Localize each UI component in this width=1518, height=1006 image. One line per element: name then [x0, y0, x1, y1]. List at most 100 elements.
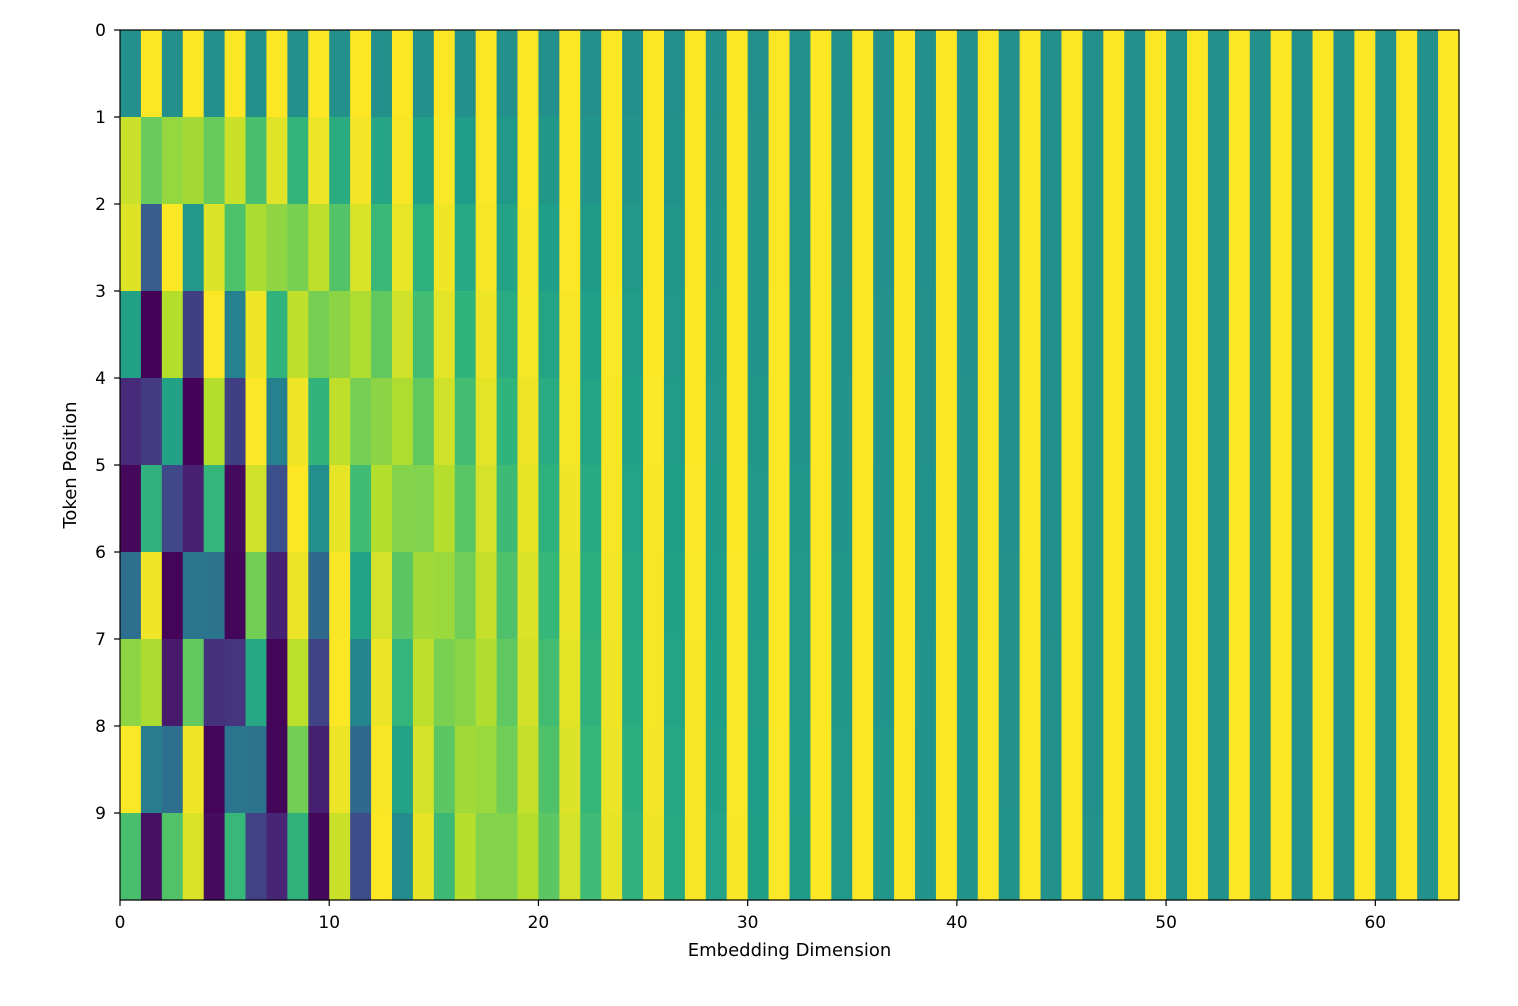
- heatmap-cell: [1228, 117, 1251, 205]
- heatmap-cell: [454, 726, 477, 814]
- heatmap-cell: [433, 726, 456, 814]
- heatmap-cell: [915, 813, 937, 901]
- heatmap-cell: [1103, 813, 1125, 901]
- heatmap-cell: [287, 204, 309, 292]
- heatmap-cell: [1249, 726, 1272, 814]
- heatmap-cell: [935, 726, 958, 814]
- heatmap-cell: [1145, 726, 1167, 814]
- heatmap-cell: [684, 378, 707, 466]
- heatmap-cell: [1228, 378, 1251, 466]
- heatmap-cell: [1082, 30, 1104, 118]
- heatmap-cell: [998, 378, 1021, 466]
- y-tick-label: 8: [95, 717, 106, 737]
- heatmap-cell: [1124, 465, 1146, 553]
- heatmap-cell: [622, 639, 644, 727]
- heatmap-cell: [1082, 117, 1104, 205]
- heatmap-cell: [161, 204, 184, 292]
- heatmap-cell: [1187, 813, 1209, 901]
- heatmap-cell: [1187, 552, 1209, 640]
- heatmap-cell: [1396, 813, 1418, 901]
- heatmap-cell: [203, 291, 226, 379]
- heatmap-cell: [1354, 813, 1376, 901]
- heatmap-cell: [329, 465, 351, 553]
- heatmap-cell: [894, 378, 916, 466]
- heatmap-cell: [1396, 378, 1418, 466]
- heatmap-cell: [433, 465, 456, 553]
- heatmap-cell: [663, 204, 686, 292]
- heatmap-cell: [1417, 204, 1439, 292]
- x-tick-label: 30: [737, 913, 759, 933]
- heatmap-cell: [1417, 30, 1439, 118]
- heatmap-cell: [663, 378, 686, 466]
- heatmap-cell: [1040, 726, 1063, 814]
- heatmap-cell: [998, 204, 1021, 292]
- heatmap-cell: [789, 30, 812, 118]
- heatmap-cell: [1249, 378, 1272, 466]
- heatmap-cell: [643, 378, 665, 466]
- heatmap-cell: [1417, 639, 1439, 727]
- heatmap-cell: [622, 291, 644, 379]
- heatmap-cell: [224, 639, 247, 727]
- heatmap-cell: [726, 291, 749, 379]
- heatmap-cell: [1333, 639, 1355, 727]
- heatmap-cell: [935, 291, 958, 379]
- heatmap-cell: [1040, 378, 1063, 466]
- heatmap-cell: [873, 291, 895, 379]
- heatmap-cell: [475, 465, 498, 553]
- heatmap-cell: [810, 552, 832, 640]
- heatmap-cell: [726, 726, 749, 814]
- heatmap-cell: [412, 726, 435, 814]
- heatmap-cell: [266, 378, 288, 466]
- heatmap-cell: [1187, 378, 1209, 466]
- heatmap-cell: [747, 291, 770, 379]
- heatmap-cell: [391, 291, 414, 379]
- heatmap-cell: [1333, 30, 1355, 118]
- heatmap-cell: [935, 552, 958, 640]
- heatmap-cell: [935, 204, 958, 292]
- heatmap-cell: [1207, 30, 1230, 118]
- heatmap-cell: [454, 813, 477, 901]
- heatmap-cell: [768, 30, 791, 118]
- heatmap-cell: [517, 204, 540, 292]
- heatmap-cell: [1019, 291, 1042, 379]
- heatmap-cell: [371, 30, 393, 118]
- heatmap-cell: [831, 639, 853, 727]
- heatmap-cell: [1145, 465, 1167, 553]
- y-tick-label: 2: [95, 195, 106, 215]
- heatmap-cell: [1040, 639, 1063, 727]
- heatmap-cell: [810, 204, 832, 292]
- heatmap-cell: [1124, 291, 1146, 379]
- heatmap-cell: [726, 30, 749, 118]
- heatmap-cell: [1228, 726, 1251, 814]
- heatmap-cell: [852, 465, 874, 553]
- heatmap-cell: [580, 639, 602, 727]
- heatmap-cell: [935, 30, 958, 118]
- heatmap-cell: [391, 204, 414, 292]
- y-tick-label: 1: [95, 108, 106, 128]
- x-tick-label: 40: [946, 913, 968, 933]
- heatmap-cell: [266, 30, 288, 118]
- heatmap-cell: [831, 378, 853, 466]
- heatmap-cell: [224, 465, 247, 553]
- heatmap-cell: [140, 726, 163, 814]
- heatmap-cell: [852, 117, 874, 205]
- heatmap-cell: [1019, 378, 1042, 466]
- heatmap-cell: [622, 465, 644, 553]
- heatmap-cell: [998, 30, 1021, 118]
- heatmap-cell: [182, 465, 205, 553]
- heatmap-cell: [1354, 204, 1376, 292]
- heatmap-cell: [371, 726, 393, 814]
- heatmap-cell: [977, 726, 1000, 814]
- heatmap-cell: [726, 204, 749, 292]
- heatmap-cell: [245, 117, 268, 205]
- heatmap-cell: [538, 465, 560, 553]
- heatmap-cell: [1333, 117, 1355, 205]
- heatmap-cell: [1291, 291, 1314, 379]
- heatmap-cell: [1396, 552, 1418, 640]
- heatmap-cell: [559, 291, 581, 379]
- heatmap-cell: [266, 291, 288, 379]
- heatmap-cell: [1354, 291, 1376, 379]
- heatmap-cell: [622, 204, 644, 292]
- heatmap-cell: [496, 639, 519, 727]
- heatmap-cell: [705, 378, 728, 466]
